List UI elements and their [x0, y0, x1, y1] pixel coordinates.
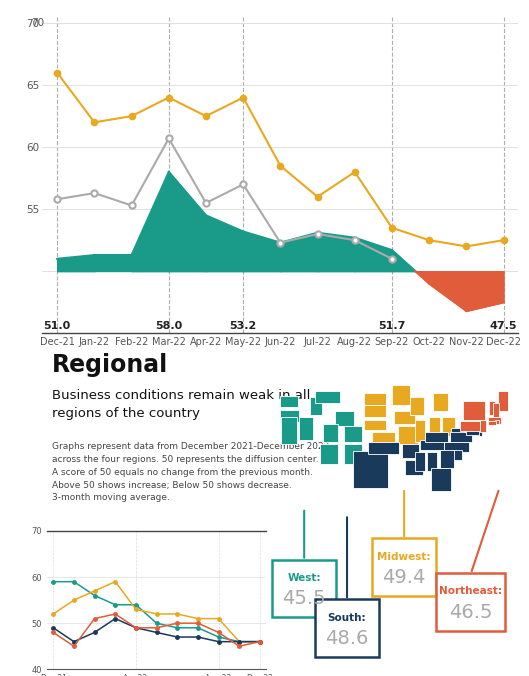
FancyBboxPatch shape: [372, 538, 436, 596]
Text: Graphs represent data from December 2021-December 2022
across the four regions. : Graphs represent data from December 2021…: [52, 442, 329, 502]
Text: Northeast:: Northeast:: [439, 586, 503, 596]
Text: 46.5: 46.5: [449, 603, 492, 622]
Text: 47.5: 47.5: [490, 321, 517, 331]
Text: Midwest:: Midwest:: [377, 552, 431, 562]
Text: 51.0: 51.0: [43, 321, 71, 331]
Text: 70: 70: [31, 18, 44, 28]
Text: Business conditions remain weak in all
regions of the country: Business conditions remain weak in all r…: [52, 389, 310, 420]
Text: 58.0: 58.0: [155, 321, 183, 331]
Text: West:: West:: [287, 573, 321, 583]
Text: 49.4: 49.4: [382, 568, 426, 587]
FancyBboxPatch shape: [315, 600, 379, 657]
Text: 45.5: 45.5: [282, 589, 326, 608]
FancyBboxPatch shape: [436, 573, 505, 631]
Text: South:: South:: [327, 612, 367, 623]
Text: Regional: Regional: [52, 353, 168, 377]
FancyBboxPatch shape: [272, 560, 336, 617]
Text: 48.6: 48.6: [325, 629, 369, 648]
Text: 53.2: 53.2: [230, 321, 257, 331]
Text: 51.7: 51.7: [378, 321, 406, 331]
